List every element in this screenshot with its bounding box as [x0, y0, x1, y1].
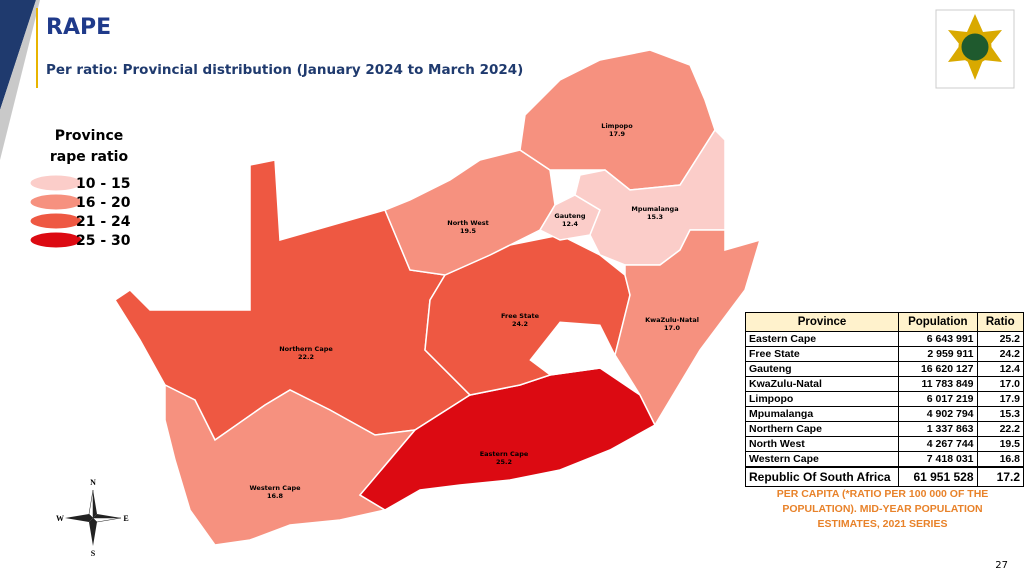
- corner-stripe: [0, 0, 40, 160]
- legend-label: 21 - 24: [76, 214, 131, 230]
- table-cell: 19.5: [976, 436, 1024, 452]
- province-value: 12.4: [562, 220, 579, 228]
- table-row: Free State 2 959 911 24.2: [744, 346, 1024, 362]
- province-value: 19.5: [460, 227, 477, 235]
- table-cell: Free State: [744, 346, 900, 362]
- province-name: Eastern Cape: [480, 450, 529, 458]
- table-row: Republic Of South Africa 61 951 528 17.2: [744, 466, 1024, 487]
- table-cell: North West: [744, 436, 900, 452]
- table-row: Eastern Cape 6 643 991 25.2: [744, 331, 1024, 347]
- compass-label: E: [123, 514, 128, 523]
- table-cell: 17.2: [976, 466, 1024, 487]
- table-row: Gauteng 16 620 127 12.4: [744, 361, 1024, 377]
- table-cell: Population: [898, 312, 978, 332]
- table-cell: Northern Cape: [744, 421, 900, 437]
- table-row: Western Cape 7 418 031 16.8: [744, 451, 1024, 468]
- subtitle: Per ratio: Provincial distribution (Janu…: [46, 62, 523, 78]
- province-value: 15.3: [647, 213, 663, 221]
- lesotho: [529, 321, 616, 376]
- page-number: 27: [995, 560, 1008, 571]
- table-cell: 61 951 528: [898, 466, 978, 487]
- title: RAPE: [46, 15, 111, 40]
- table-cell: Gauteng: [744, 361, 900, 377]
- legend-label: 10 - 15: [76, 176, 131, 192]
- table-cell: KwaZulu-Natal: [744, 376, 900, 392]
- table-row: Limpopo 6 017 219 17.9: [744, 391, 1024, 407]
- province-name: Free State: [501, 312, 540, 320]
- compass-label: W: [56, 514, 64, 523]
- legend-swatch: [29, 174, 83, 192]
- table-cell: 16.8: [976, 451, 1024, 468]
- table-cell: Eastern Cape: [744, 331, 900, 347]
- table-cell: 17.0: [976, 376, 1024, 392]
- table-row: Northern Cape 1 337 863 22.2: [744, 421, 1024, 437]
- table-cell: 6 643 991: [898, 331, 978, 347]
- legend-label: 25 - 30: [76, 233, 131, 249]
- table-cell: 17.9: [976, 391, 1024, 407]
- legend: Province rape ratio 10 - 15 16 - 20 21 - 24 2…: [29, 128, 131, 249]
- note: PER CAPITA (*RATIO PER 100 000 OF THE PO…: [776, 488, 989, 530]
- table-row: Province Population Ratio: [744, 312, 1024, 332]
- legend-label: 16 - 20: [76, 195, 131, 211]
- province-name: KwaZulu-Natal: [645, 316, 699, 324]
- legend-title: rape ratio: [50, 149, 129, 165]
- table-cell: 6 017 219: [898, 391, 978, 407]
- table-cell: 4 267 744: [898, 436, 978, 452]
- table-cell: 24.2: [976, 346, 1024, 362]
- table-cell: 4 902 794: [898, 406, 978, 422]
- province-name: North West: [447, 219, 488, 227]
- table-cell: 25.2: [976, 331, 1024, 347]
- logo-badge: [958, 30, 992, 64]
- province-value: 17.0: [664, 324, 681, 332]
- table-cell: 1 337 863: [898, 421, 978, 437]
- province-name: Western Cape: [249, 484, 301, 492]
- province-name: Mpumalanga: [631, 205, 678, 213]
- table-cell: Limpopo: [744, 391, 900, 407]
- province-name: Northern Cape: [279, 345, 333, 353]
- compass-label: N: [90, 478, 96, 487]
- compass: N E S W: [56, 478, 129, 558]
- province-name: Limpopo: [601, 122, 633, 130]
- province: [519, 49, 716, 191]
- province-value: 25.2: [496, 458, 512, 466]
- province-name: Gauteng: [554, 212, 585, 220]
- province: [614, 229, 762, 427]
- legend-title: Province: [55, 128, 123, 144]
- table-cell: 7 418 031: [898, 451, 978, 468]
- province-value: 17.9: [609, 130, 626, 138]
- province-value: 24.2: [512, 320, 528, 328]
- compass-label: S: [91, 549, 96, 558]
- table-cell: 2 959 911: [898, 346, 978, 362]
- data-table: Province Population Ratio Eastern Cape 6 643…: [744, 312, 1024, 487]
- table-cell: Ratio: [976, 312, 1024, 332]
- table-cell: 11 783 849: [898, 376, 978, 392]
- province-value: 16.8: [267, 492, 284, 500]
- legend-swatch: [29, 212, 83, 230]
- table-cell: Mpumalanga: [744, 406, 900, 422]
- table-row: North West 4 267 744 19.5: [744, 436, 1024, 452]
- table-cell: Republic Of South Africa: [744, 466, 900, 487]
- table-cell: 15.3: [976, 406, 1024, 422]
- legend-swatch: [29, 193, 83, 211]
- table-cell: 22.2: [976, 421, 1024, 437]
- legend-swatch: [29, 231, 83, 249]
- table-row: Mpumalanga 4 902 794 15.3: [744, 406, 1024, 422]
- table-row: KwaZulu-Natal 11 783 849 17.0: [744, 376, 1024, 392]
- table-cell: 12.4: [976, 361, 1024, 377]
- table-cell: Province: [744, 312, 900, 332]
- table-cell: 16 620 127: [898, 361, 978, 377]
- table-cell: Western Cape: [744, 451, 900, 468]
- province-value: 22.2: [298, 353, 314, 361]
